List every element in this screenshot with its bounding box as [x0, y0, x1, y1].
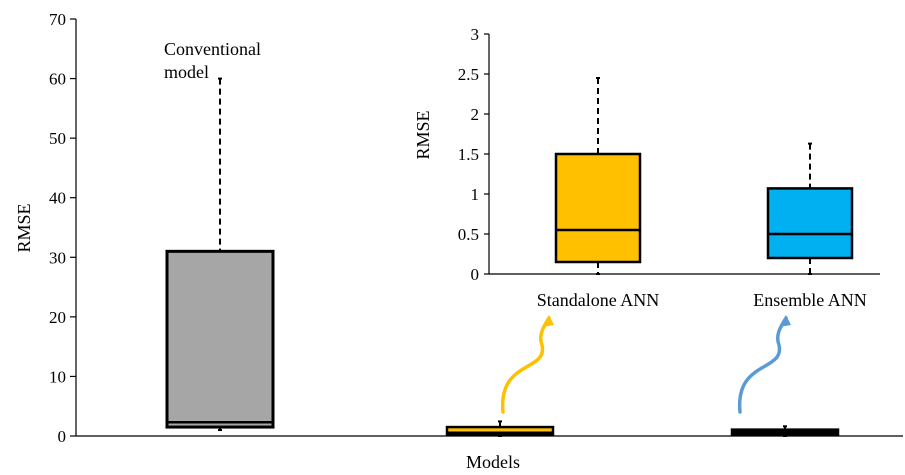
conventional-model-annotation-line1: Conventional [164, 39, 261, 59]
inset-y-tick-label: 1.5 [458, 145, 479, 164]
y-tick-label: 0 [58, 427, 67, 446]
main-boxes [165, 77, 840, 437]
callout-arrowhead-standalone [542, 315, 554, 327]
inset-y-tick-label: 3 [471, 25, 480, 44]
y-tick-label: 60 [49, 70, 66, 89]
inset-y-tick-label: 0.5 [458, 225, 479, 244]
inset-y-tick-label: 2.5 [458, 65, 479, 84]
inset-category-label-ensemble-ann: Ensemble ANN [753, 290, 866, 310]
box-conventional-model [165, 249, 275, 429]
y-tick-label: 40 [49, 189, 66, 208]
inset-box-ensemble-ann [766, 187, 854, 260]
y-tick-label: 20 [49, 308, 66, 327]
y-axis-title: RMSE [14, 203, 34, 252]
y-tick-label: 30 [49, 248, 66, 267]
inset-y-tick-label: 1 [471, 185, 480, 204]
callout-arrows [501, 315, 791, 414]
callout-arrow-standalone [501, 316, 551, 414]
y-tick-label: 50 [49, 129, 66, 148]
inset-boxes [554, 77, 854, 275]
y-tick-label: 10 [49, 367, 66, 386]
inset-y-tick-label: 0 [471, 265, 480, 284]
x-axis-title: Models [466, 452, 520, 472]
y-tick-label: 70 [49, 10, 66, 29]
inset-box-standalone-ann [554, 152, 642, 264]
callout-arrowhead-ensemble [779, 315, 791, 327]
conventional-model-annotation-line2: model [164, 62, 209, 82]
callout-arrow-ensemble [738, 316, 788, 414]
inset-axes: 0 0.5 1 1.5 2 2.5 3 [458, 25, 880, 284]
inset-y-tick-label: 2 [471, 105, 480, 124]
box-standalone-ann [445, 425, 555, 437]
inset-y-axis-title: RMSE [413, 110, 433, 159]
inset-category-label-standalone-ann: Standalone ANN [537, 290, 659, 310]
